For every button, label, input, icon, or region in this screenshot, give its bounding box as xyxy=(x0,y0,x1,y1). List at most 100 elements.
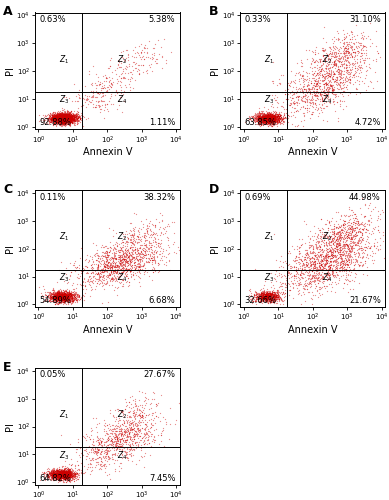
Point xyxy=(256,115,262,123)
Point xyxy=(46,112,52,120)
Point xyxy=(151,247,158,255)
Point xyxy=(358,233,364,241)
Point xyxy=(145,435,151,443)
Point xyxy=(258,108,264,116)
Point xyxy=(118,407,124,415)
Point xyxy=(133,402,139,409)
Point xyxy=(266,292,272,300)
Point xyxy=(55,120,61,128)
Point xyxy=(128,241,135,249)
Point xyxy=(305,86,311,94)
Point xyxy=(61,116,67,124)
Point xyxy=(312,260,318,268)
Point xyxy=(272,116,278,124)
Point xyxy=(137,263,144,271)
Point xyxy=(269,111,275,119)
Point xyxy=(266,116,272,124)
Point xyxy=(58,111,64,119)
Point xyxy=(356,80,362,88)
Point xyxy=(269,296,275,304)
Point xyxy=(63,114,70,122)
Point xyxy=(293,264,299,272)
Point xyxy=(333,255,339,263)
Point xyxy=(352,212,359,220)
Point xyxy=(131,253,137,261)
Point xyxy=(291,262,297,270)
Point xyxy=(100,84,106,92)
Point xyxy=(352,234,358,242)
Point xyxy=(346,44,352,52)
Point xyxy=(53,470,59,478)
Point xyxy=(268,118,275,126)
Point xyxy=(272,294,278,302)
Point xyxy=(317,259,323,267)
Point xyxy=(84,432,90,440)
Point xyxy=(350,236,357,244)
Point xyxy=(126,402,132,410)
Point xyxy=(56,294,62,302)
Point xyxy=(260,120,266,128)
Point xyxy=(263,292,269,300)
Point xyxy=(322,78,328,86)
Point xyxy=(264,108,270,116)
Point xyxy=(63,114,69,122)
Point xyxy=(61,464,67,472)
Point xyxy=(67,112,73,120)
Point xyxy=(54,294,60,302)
Point xyxy=(160,34,166,42)
Point xyxy=(109,248,115,256)
Point xyxy=(323,231,329,239)
Point xyxy=(71,116,77,124)
Point xyxy=(337,88,343,96)
Point xyxy=(53,292,59,300)
Point xyxy=(58,114,65,122)
Point xyxy=(59,292,65,300)
Point xyxy=(58,472,65,480)
Point xyxy=(350,230,357,238)
Point xyxy=(55,114,61,122)
Point xyxy=(261,114,268,122)
Point xyxy=(67,470,73,478)
Point xyxy=(321,270,328,278)
Point xyxy=(330,68,336,76)
Point xyxy=(89,88,96,96)
Point xyxy=(70,296,76,304)
Point xyxy=(120,241,126,249)
Point xyxy=(62,472,68,480)
Point xyxy=(54,291,60,299)
Point xyxy=(40,292,46,300)
Point xyxy=(55,114,61,122)
Point xyxy=(269,118,275,126)
Point xyxy=(129,244,135,252)
Point xyxy=(266,290,273,298)
Point xyxy=(69,288,75,296)
Point xyxy=(330,62,336,70)
Point xyxy=(298,62,305,70)
Point xyxy=(59,472,65,480)
Point xyxy=(79,450,85,458)
Point xyxy=(128,266,135,274)
Point xyxy=(54,472,60,480)
Point xyxy=(150,54,156,62)
Point xyxy=(89,264,95,272)
Point xyxy=(342,44,348,52)
Point xyxy=(136,234,142,242)
Point xyxy=(83,96,89,104)
Point xyxy=(61,290,68,298)
Point xyxy=(84,465,91,473)
Point xyxy=(55,468,61,476)
Point xyxy=(116,440,123,448)
Point xyxy=(60,286,66,294)
Point xyxy=(266,112,273,120)
Point xyxy=(58,468,64,475)
Point xyxy=(121,255,127,263)
Point xyxy=(316,278,322,285)
Point xyxy=(58,294,64,302)
Point xyxy=(121,438,127,446)
Point xyxy=(110,254,117,262)
Point xyxy=(49,112,56,120)
Point xyxy=(49,468,55,476)
Point xyxy=(60,115,66,123)
Point xyxy=(70,298,76,306)
Point xyxy=(54,288,61,296)
